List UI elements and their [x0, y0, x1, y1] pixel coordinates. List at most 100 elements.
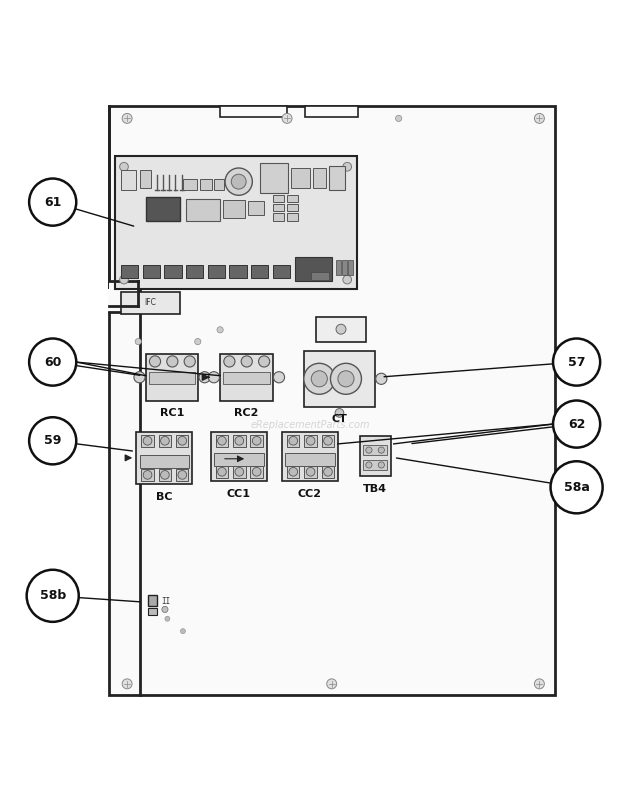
FancyBboxPatch shape — [342, 260, 347, 276]
FancyBboxPatch shape — [336, 260, 341, 276]
FancyBboxPatch shape — [363, 460, 387, 470]
Circle shape — [336, 324, 346, 334]
Circle shape — [330, 364, 361, 394]
Text: BC: BC — [156, 492, 172, 501]
FancyBboxPatch shape — [176, 435, 188, 447]
FancyBboxPatch shape — [223, 200, 245, 218]
FancyBboxPatch shape — [108, 288, 140, 312]
FancyBboxPatch shape — [313, 168, 326, 188]
Circle shape — [231, 174, 246, 189]
Circle shape — [180, 629, 185, 634]
FancyBboxPatch shape — [143, 265, 160, 278]
Circle shape — [217, 327, 223, 333]
FancyBboxPatch shape — [287, 213, 298, 221]
FancyBboxPatch shape — [329, 166, 345, 190]
Circle shape — [273, 372, 285, 383]
Circle shape — [378, 447, 384, 453]
Circle shape — [161, 470, 169, 479]
FancyBboxPatch shape — [121, 292, 180, 314]
FancyBboxPatch shape — [149, 372, 195, 384]
Text: RC2: RC2 — [234, 408, 259, 418]
FancyBboxPatch shape — [208, 265, 225, 278]
Text: 61: 61 — [44, 195, 61, 208]
FancyBboxPatch shape — [260, 163, 288, 193]
Circle shape — [241, 356, 252, 367]
Circle shape — [289, 437, 298, 445]
FancyBboxPatch shape — [287, 465, 299, 478]
Circle shape — [534, 679, 544, 689]
Text: 58b: 58b — [40, 590, 66, 602]
Circle shape — [29, 179, 76, 226]
FancyBboxPatch shape — [304, 465, 317, 478]
FancyBboxPatch shape — [316, 317, 366, 341]
FancyBboxPatch shape — [216, 435, 228, 447]
Circle shape — [366, 462, 372, 468]
FancyBboxPatch shape — [233, 435, 246, 447]
FancyBboxPatch shape — [140, 455, 189, 469]
Text: 57: 57 — [568, 356, 585, 368]
FancyBboxPatch shape — [348, 260, 353, 276]
Circle shape — [29, 339, 76, 385]
Circle shape — [553, 339, 600, 385]
Text: CT: CT — [332, 414, 347, 425]
Circle shape — [143, 437, 152, 445]
Circle shape — [396, 115, 402, 122]
FancyBboxPatch shape — [186, 199, 220, 221]
Circle shape — [162, 606, 168, 613]
Circle shape — [252, 468, 261, 476]
Circle shape — [27, 570, 79, 622]
FancyBboxPatch shape — [121, 265, 138, 278]
FancyBboxPatch shape — [322, 465, 334, 478]
FancyBboxPatch shape — [146, 197, 180, 221]
Circle shape — [218, 468, 226, 476]
FancyBboxPatch shape — [214, 179, 224, 190]
Circle shape — [195, 339, 201, 344]
Circle shape — [184, 356, 195, 367]
FancyBboxPatch shape — [304, 435, 317, 447]
Circle shape — [306, 468, 315, 476]
Circle shape — [259, 356, 270, 367]
FancyBboxPatch shape — [140, 171, 151, 188]
Text: TB4: TB4 — [363, 484, 387, 493]
Circle shape — [225, 168, 252, 195]
Circle shape — [235, 468, 244, 476]
Circle shape — [134, 372, 145, 383]
Text: 60: 60 — [44, 356, 61, 368]
Circle shape — [282, 114, 292, 123]
Circle shape — [122, 679, 132, 689]
Circle shape — [553, 400, 600, 448]
FancyBboxPatch shape — [211, 432, 267, 481]
FancyBboxPatch shape — [273, 195, 284, 202]
FancyBboxPatch shape — [273, 265, 290, 278]
Circle shape — [376, 373, 387, 384]
FancyBboxPatch shape — [322, 435, 334, 447]
Text: eReplacementParts.com: eReplacementParts.com — [250, 421, 370, 430]
FancyBboxPatch shape — [251, 265, 268, 278]
FancyBboxPatch shape — [159, 469, 171, 481]
Circle shape — [304, 364, 335, 394]
Circle shape — [218, 437, 226, 445]
Circle shape — [378, 462, 384, 468]
FancyBboxPatch shape — [248, 201, 264, 215]
Circle shape — [324, 468, 332, 476]
FancyBboxPatch shape — [220, 354, 273, 400]
FancyBboxPatch shape — [141, 435, 154, 447]
FancyBboxPatch shape — [214, 453, 264, 466]
FancyBboxPatch shape — [200, 179, 212, 190]
FancyBboxPatch shape — [311, 272, 329, 280]
Circle shape — [122, 114, 132, 123]
FancyBboxPatch shape — [285, 453, 335, 466]
Circle shape — [343, 276, 352, 284]
Circle shape — [149, 356, 161, 367]
Circle shape — [165, 616, 170, 622]
FancyBboxPatch shape — [223, 372, 270, 384]
FancyBboxPatch shape — [304, 351, 375, 407]
Text: CC2: CC2 — [298, 489, 322, 498]
FancyBboxPatch shape — [287, 195, 298, 202]
Circle shape — [324, 437, 332, 445]
Circle shape — [235, 437, 244, 445]
Circle shape — [208, 372, 219, 383]
FancyBboxPatch shape — [287, 204, 298, 211]
FancyBboxPatch shape — [273, 204, 284, 211]
FancyBboxPatch shape — [176, 469, 188, 481]
